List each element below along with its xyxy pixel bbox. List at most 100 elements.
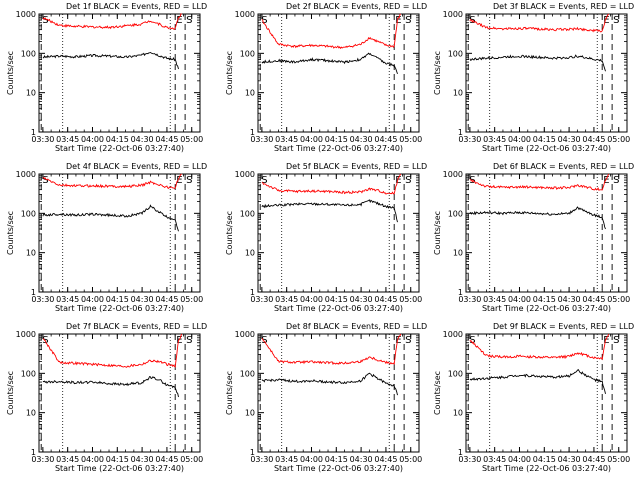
x-tick-label: 05:00 bbox=[180, 295, 203, 304]
plot-frame bbox=[465, 13, 628, 133]
x-tick-label: 04:00 bbox=[508, 295, 531, 304]
marker-label: S bbox=[186, 335, 192, 346]
marker-label: S bbox=[261, 335, 267, 346]
marker-label: E bbox=[176, 15, 182, 26]
y-tick-label: 1000 bbox=[235, 10, 255, 19]
x-tick-label: 05:00 bbox=[399, 295, 422, 304]
x-tick-label: 04:15 bbox=[533, 135, 556, 144]
lld-series-line bbox=[469, 173, 610, 191]
x-tick-label: 04:15 bbox=[325, 135, 348, 144]
y-axis-label: Counts/sec bbox=[225, 211, 234, 255]
marker-label: S bbox=[405, 335, 411, 346]
plot-frame bbox=[38, 333, 201, 453]
x-tick-label: 04:15 bbox=[533, 455, 556, 464]
x-tick-label: 04:15 bbox=[325, 455, 348, 464]
marker-label: S bbox=[261, 175, 267, 186]
lld-series-line bbox=[42, 333, 183, 368]
detector-plot-4: Det 4f BLACK = Events, RED = LLD 1 10 100 10… bbox=[6, 162, 207, 313]
x-axis-label: Start Time (22-Oct-06 03:27:40) bbox=[274, 144, 403, 153]
events-series-line bbox=[469, 368, 606, 395]
marker-label: S bbox=[186, 175, 192, 186]
x-tick-label: 03:45 bbox=[56, 455, 79, 464]
y-tick-label: 1000 bbox=[443, 10, 463, 19]
plot-frame bbox=[465, 333, 628, 453]
y-tick-label: 1000 bbox=[443, 170, 463, 179]
detector-plot-7: Det 7f BLACK = Events, RED = LLD 1 10 100 10… bbox=[6, 322, 207, 473]
x-axis-label: Start Time (22-Oct-06 03:27:40) bbox=[482, 304, 611, 313]
x-tick-label: 03:45 bbox=[483, 455, 506, 464]
y-tick-label: 1000 bbox=[235, 330, 255, 339]
marker-label: S bbox=[42, 15, 48, 26]
y-tick-label: 10 bbox=[245, 409, 255, 418]
detector-plot-6: Det 6f BLACK = Events, RED = LLD 1 10 100 10… bbox=[433, 162, 634, 313]
x-tick-label: 05:00 bbox=[607, 135, 630, 144]
x-tick-label: 04:00 bbox=[300, 135, 323, 144]
y-tick-label: 1 bbox=[250, 128, 255, 137]
lld-series-line bbox=[261, 173, 402, 195]
y-tick-label: 1 bbox=[458, 288, 463, 297]
x-tick-label: 04:00 bbox=[508, 135, 531, 144]
detector-plot-5: Det 5f BLACK = Events, RED = LLD 1 10 100 10… bbox=[225, 162, 427, 313]
x-tick-label: 04:45 bbox=[155, 295, 178, 304]
y-axis-label: Counts/sec bbox=[6, 51, 15, 95]
marker-label: E bbox=[176, 175, 182, 186]
y-tick-label: 10 bbox=[453, 249, 463, 258]
lld-series-line bbox=[261, 13, 402, 50]
y-axis-label: Counts/sec bbox=[433, 211, 442, 255]
y-tick-label: 1 bbox=[250, 288, 255, 297]
x-tick-label: 05:00 bbox=[607, 455, 630, 464]
y-tick-label: 10 bbox=[453, 409, 463, 418]
x-tick-label: 03:30 bbox=[250, 135, 273, 144]
y-axis-label: Counts/sec bbox=[433, 51, 442, 95]
plot-frame bbox=[38, 13, 201, 133]
y-tick-label: 100 bbox=[448, 209, 463, 218]
x-tick-label: 04:00 bbox=[508, 455, 531, 464]
x-axis-label: Start Time (22-Oct-06 03:27:40) bbox=[482, 144, 611, 153]
x-tick-label: 04:30 bbox=[558, 455, 581, 464]
lld-series-line bbox=[261, 333, 402, 366]
lld-series-line bbox=[469, 333, 610, 361]
y-tick-label: 100 bbox=[21, 369, 36, 378]
x-axis-label: Start Time (22-Oct-06 03:27:40) bbox=[55, 464, 184, 473]
x-tick-label: 04:00 bbox=[81, 455, 104, 464]
detector-plot-1: Det 1f BLACK = Events, RED = LLD 1 10 100 10… bbox=[6, 2, 207, 153]
x-tick-label: 04:15 bbox=[533, 295, 556, 304]
y-tick-label: 100 bbox=[240, 49, 255, 58]
marker-label: E bbox=[176, 335, 182, 346]
x-tick-label: 03:45 bbox=[275, 455, 298, 464]
marker-label: S bbox=[405, 175, 411, 186]
x-tick-label: 03:30 bbox=[31, 455, 54, 464]
x-tick-label: 03:45 bbox=[483, 295, 506, 304]
x-tick-label: 04:00 bbox=[81, 135, 104, 144]
events-series-line bbox=[42, 204, 179, 232]
y-axis-label: Counts/sec bbox=[225, 51, 234, 95]
x-tick-label: 04:45 bbox=[582, 455, 605, 464]
x-tick-label: 04:15 bbox=[325, 295, 348, 304]
x-tick-label: 04:15 bbox=[106, 455, 129, 464]
y-axis-label: Counts/sec bbox=[433, 371, 442, 415]
x-tick-label: 04:00 bbox=[81, 295, 104, 304]
x-tick-label: 04:00 bbox=[300, 455, 323, 464]
x-tick-label: 04:30 bbox=[350, 455, 373, 464]
y-tick-label: 1 bbox=[458, 128, 463, 137]
detector-plot-8: Det 8f BLACK = Events, RED = LLD 1 10 100 10… bbox=[225, 322, 427, 473]
x-tick-label: 03:30 bbox=[458, 295, 481, 304]
events-series-line bbox=[261, 199, 398, 223]
x-tick-label: 04:45 bbox=[374, 455, 397, 464]
x-tick-label: 04:15 bbox=[106, 135, 129, 144]
y-axis-label: Counts/sec bbox=[6, 211, 15, 255]
x-tick-label: 03:45 bbox=[275, 135, 298, 144]
y-tick-label: 1 bbox=[31, 448, 36, 457]
plot-frame bbox=[257, 13, 420, 133]
x-tick-label: 04:45 bbox=[582, 295, 605, 304]
y-tick-label: 100 bbox=[21, 209, 36, 218]
x-tick-label: 03:30 bbox=[250, 455, 273, 464]
marker-label: E bbox=[603, 335, 609, 346]
x-tick-label: 04:00 bbox=[300, 295, 323, 304]
x-tick-label: 03:45 bbox=[56, 135, 79, 144]
lld-series-line bbox=[42, 13, 182, 30]
marker-label: S bbox=[405, 15, 411, 26]
events-series-line bbox=[42, 376, 179, 398]
y-tick-label: 1000 bbox=[16, 330, 36, 339]
